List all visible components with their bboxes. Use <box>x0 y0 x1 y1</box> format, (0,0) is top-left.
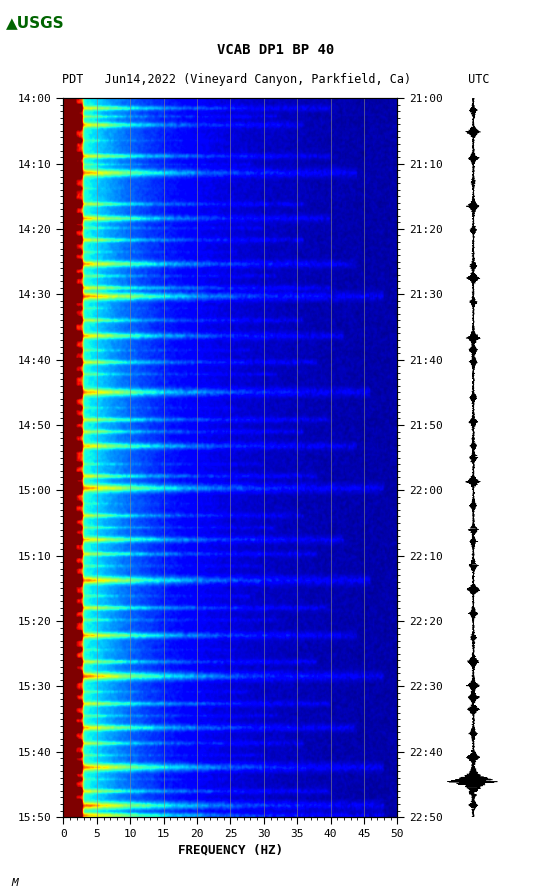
X-axis label: FREQUENCY (HZ): FREQUENCY (HZ) <box>178 843 283 856</box>
Text: ▲USGS: ▲USGS <box>6 15 64 29</box>
Text: VCAB DP1 BP 40: VCAB DP1 BP 40 <box>217 43 335 57</box>
Text: PDT   Jun14,2022 (Vineyard Canyon, Parkfield, Ca)        UTC: PDT Jun14,2022 (Vineyard Canyon, Parkfie… <box>62 72 490 86</box>
Text: M: M <box>11 878 18 888</box>
